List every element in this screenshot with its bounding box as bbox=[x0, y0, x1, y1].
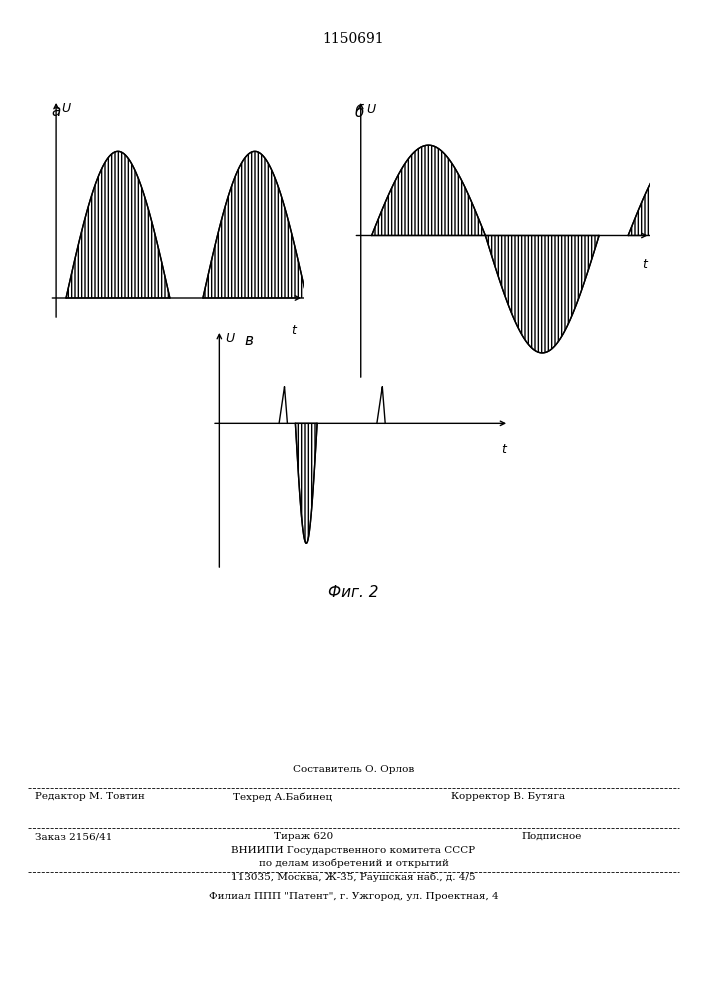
Text: по делам изобретений и открытий: по делам изобретений и открытий bbox=[259, 859, 448, 868]
Polygon shape bbox=[372, 145, 486, 235]
Text: Корректор В. Бутяга: Корректор В. Бутяга bbox=[452, 792, 566, 801]
Text: U: U bbox=[226, 332, 235, 345]
Text: Заказ 2156/41: Заказ 2156/41 bbox=[35, 832, 112, 841]
Text: t: t bbox=[643, 258, 648, 271]
Polygon shape bbox=[203, 151, 307, 298]
Polygon shape bbox=[296, 423, 317, 543]
Text: Филиал ППП "Патент", г. Ужгород, ул. Проектная, 4: Филиал ППП "Патент", г. Ужгород, ул. Про… bbox=[209, 892, 498, 901]
Text: 1150691: 1150691 bbox=[322, 32, 385, 46]
Text: U: U bbox=[367, 103, 376, 116]
Polygon shape bbox=[628, 145, 707, 235]
Text: ВНИИПИ Государственного комитета СССР: ВНИИПИ Государственного комитета СССР bbox=[231, 846, 476, 855]
Text: Тираж 620: Тираж 620 bbox=[274, 832, 334, 841]
Text: Редактор М. Товтин: Редактор М. Товтин bbox=[35, 792, 145, 801]
Text: в: в bbox=[245, 333, 254, 348]
Text: Составитель О. Орлов: Составитель О. Орлов bbox=[293, 765, 414, 774]
Text: 113035, Москва, Ж-35, Раушская наб., д. 4/5: 113035, Москва, Ж-35, Раушская наб., д. … bbox=[231, 872, 476, 882]
Text: Техред А.Бабинец: Техред А.Бабинец bbox=[233, 792, 332, 802]
Text: б: б bbox=[354, 105, 363, 120]
Text: t: t bbox=[292, 324, 296, 337]
Text: t: t bbox=[501, 443, 506, 456]
Text: U: U bbox=[62, 102, 70, 115]
Text: Подписное: Подписное bbox=[521, 832, 582, 841]
Polygon shape bbox=[486, 235, 599, 353]
Text: Фиг. 2: Фиг. 2 bbox=[328, 585, 379, 600]
Text: а: а bbox=[51, 104, 61, 119]
Polygon shape bbox=[66, 151, 170, 298]
